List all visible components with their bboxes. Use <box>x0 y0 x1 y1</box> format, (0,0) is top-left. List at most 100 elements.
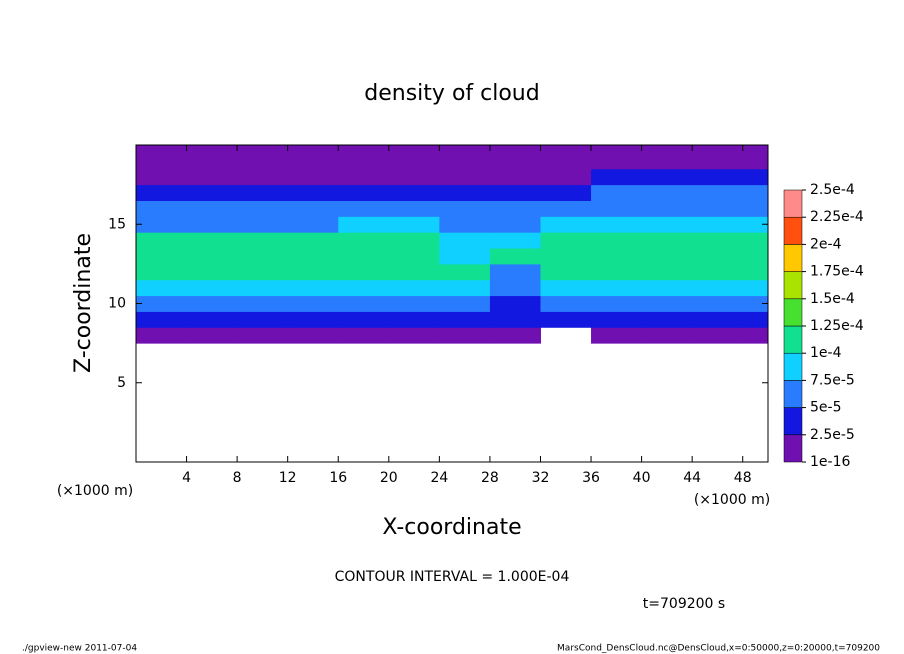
heat-cell <box>186 200 238 217</box>
heat-cell <box>591 263 643 281</box>
heat-cell <box>489 248 541 265</box>
footer-left: ./gpview-new 2011-07-04 <box>22 644 137 654</box>
heat-cell <box>641 327 693 344</box>
contour-note: CONTOUR INTERVAL = 1.000E-04 <box>335 569 570 585</box>
colorbar-band <box>783 244 803 272</box>
heat-cell <box>237 216 289 233</box>
colorbar-label: 2.5e-5 <box>810 427 855 443</box>
heat-cell <box>287 295 339 312</box>
heat-cell <box>338 232 390 249</box>
heat-cell <box>439 263 491 281</box>
heat-cell <box>692 279 744 297</box>
heat-cell <box>439 184 491 201</box>
x-tick-label: 40 <box>633 470 651 486</box>
colorbar-band <box>783 434 803 463</box>
heat-cell <box>186 311 238 328</box>
heat-cell <box>237 279 289 297</box>
y-axis-label: Z-coordinate <box>71 233 96 373</box>
heat-cell <box>237 184 289 201</box>
heat-cell <box>540 184 592 201</box>
heat-cell <box>489 145 541 170</box>
heat-cell <box>742 216 769 233</box>
heat-cell <box>136 232 188 249</box>
heat-cell <box>237 200 289 217</box>
colorbar-label: 2.25e-4 <box>810 209 864 225</box>
heat-cell <box>186 216 238 233</box>
heat-cell <box>287 279 339 297</box>
heat-cell <box>287 168 339 186</box>
colorbar-band <box>783 407 803 436</box>
heat-cell <box>489 279 541 297</box>
heat-cell <box>136 263 188 281</box>
colorbar-band <box>783 325 803 354</box>
x-tick-label: 32 <box>532 470 550 486</box>
heat-cell <box>641 295 693 312</box>
heat-cell <box>136 200 188 217</box>
heat-cell <box>237 263 289 281</box>
time-note: t=709200 s <box>643 596 725 612</box>
heat-cell <box>136 145 188 170</box>
heat-cell <box>742 200 769 217</box>
heat-cell <box>489 200 541 217</box>
heat-cell <box>489 184 541 201</box>
heat-cell <box>540 263 592 281</box>
heat-cell <box>287 200 339 217</box>
heat-cell <box>591 184 643 201</box>
heat-cell <box>641 279 693 297</box>
colorbar-band <box>783 352 803 381</box>
heat-cell <box>338 145 390 170</box>
y-tick-label: 10 <box>108 296 126 312</box>
heat-cell <box>591 200 643 217</box>
heat-cell <box>742 311 769 328</box>
heat-cell <box>591 311 643 328</box>
colorbar-label: 1.25e-4 <box>810 318 864 334</box>
y-tick-label: 15 <box>108 216 126 232</box>
heat-cell <box>540 200 592 217</box>
heat-cell <box>489 263 541 281</box>
heat-cell <box>692 216 744 233</box>
heat-cell <box>692 295 744 312</box>
heat-cell <box>338 279 390 297</box>
x-tick-label: 12 <box>279 470 297 486</box>
heat-cell <box>186 279 238 297</box>
heat-cell <box>540 279 592 297</box>
heat-cell <box>540 145 592 170</box>
heat-cell <box>338 200 390 217</box>
footer-right: MarsCond_DensCloud.nc@DensCloud,x=0:5000… <box>557 644 880 654</box>
heat-cell <box>540 216 592 233</box>
heat-cell <box>186 184 238 201</box>
heat-cell <box>540 168 592 186</box>
x-tick-label: 16 <box>329 470 347 486</box>
heat-cell <box>742 263 769 281</box>
heat-cell <box>439 248 491 265</box>
heat-cell <box>136 168 188 186</box>
heat-cell <box>338 263 390 281</box>
heat-cell <box>742 248 769 265</box>
heat-cell <box>591 279 643 297</box>
x-tick-label: 48 <box>734 470 752 486</box>
heat-cell <box>136 184 188 201</box>
colorbar-band <box>783 271 803 300</box>
heat-cell <box>338 216 390 233</box>
heat-cell <box>237 327 289 344</box>
heat-cell <box>237 145 289 170</box>
heat-cell <box>489 232 541 249</box>
heat-cell <box>338 248 390 265</box>
heat-cell <box>540 248 592 265</box>
heat-cell <box>591 145 643 170</box>
x-tick-label: 4 <box>182 470 191 486</box>
x-tick-label: 28 <box>481 470 499 486</box>
heat-cell <box>388 327 440 344</box>
heat-cell <box>287 327 339 344</box>
heat-cell <box>439 145 491 170</box>
heat-cell <box>388 168 440 186</box>
colorbar-label: 1.75e-4 <box>810 264 864 280</box>
heat-cell <box>641 216 693 233</box>
heat-cell <box>439 216 491 233</box>
colorbar-label: 2.5e-4 <box>810 182 855 198</box>
heat-cell <box>186 145 238 170</box>
heat-cell <box>692 145 744 170</box>
heat-cell <box>489 311 541 328</box>
x-tick-label: 44 <box>683 470 701 486</box>
